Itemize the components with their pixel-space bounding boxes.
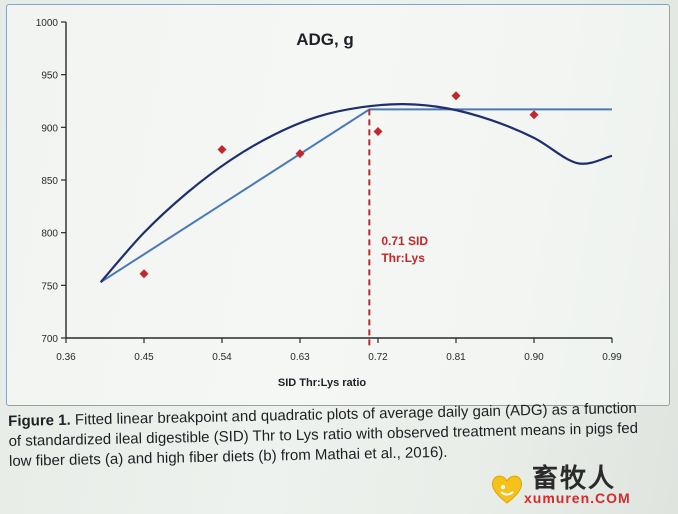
x-tick-label: 0.99 [602,352,622,363]
heart-logo-icon [491,475,523,504]
y-tick-label: 900 [41,123,58,134]
y-tick-label: 800 [41,229,58,240]
x-axis-ticks: 0.36 0.45 0.54 0.63 0.72 0.81 0.90 0.99 [56,338,622,363]
y-axis-ticks: 700 750 800 850 900 950 1000 [36,18,66,345]
data-points [139,91,539,279]
x-tick-label: 0.90 [524,352,544,363]
data-point-marker [451,91,461,101]
y-tick-label: 700 [41,334,58,345]
x-tick-label: 0.81 [446,352,466,363]
x-tick-label: 0.54 [212,352,232,363]
watermark-url-text: xumuren.COM [524,490,631,506]
data-point-marker [295,149,305,159]
quadratic-curve [99,103,613,283]
y-tick-label: 850 [41,176,58,187]
x-tick-label: 0.36 [56,352,76,363]
data-point-marker [529,110,539,120]
chart-title: ADG, g [296,30,354,49]
breakpoint-label-line1: 0.71 SID [381,234,428,248]
x-tick-label: 0.72 [368,352,388,363]
data-point-marker [373,127,383,137]
caption-label: Figure 1. [8,411,71,430]
figure-frame [6,4,670,406]
y-tick-label: 750 [41,281,58,292]
watermark-chinese-text: 畜牧人 [532,463,617,493]
chart-axes [65,22,612,339]
y-tick-label: 950 [41,71,58,82]
fit-lines [99,103,613,284]
data-point-marker [217,144,227,154]
breakpoint-line [100,108,612,284]
x-axis-label: SID Thr:Lys ratio [278,377,366,389]
y-tick-label: 1000 [36,18,59,29]
breakpoint-label-line2: Thr:Lys [381,251,425,265]
data-point-marker [139,269,149,279]
x-tick-label: 0.63 [290,352,310,363]
x-tick-label: 0.45 [134,352,154,363]
site-watermark: 畜牧人 xumuren.COM [488,458,664,508]
